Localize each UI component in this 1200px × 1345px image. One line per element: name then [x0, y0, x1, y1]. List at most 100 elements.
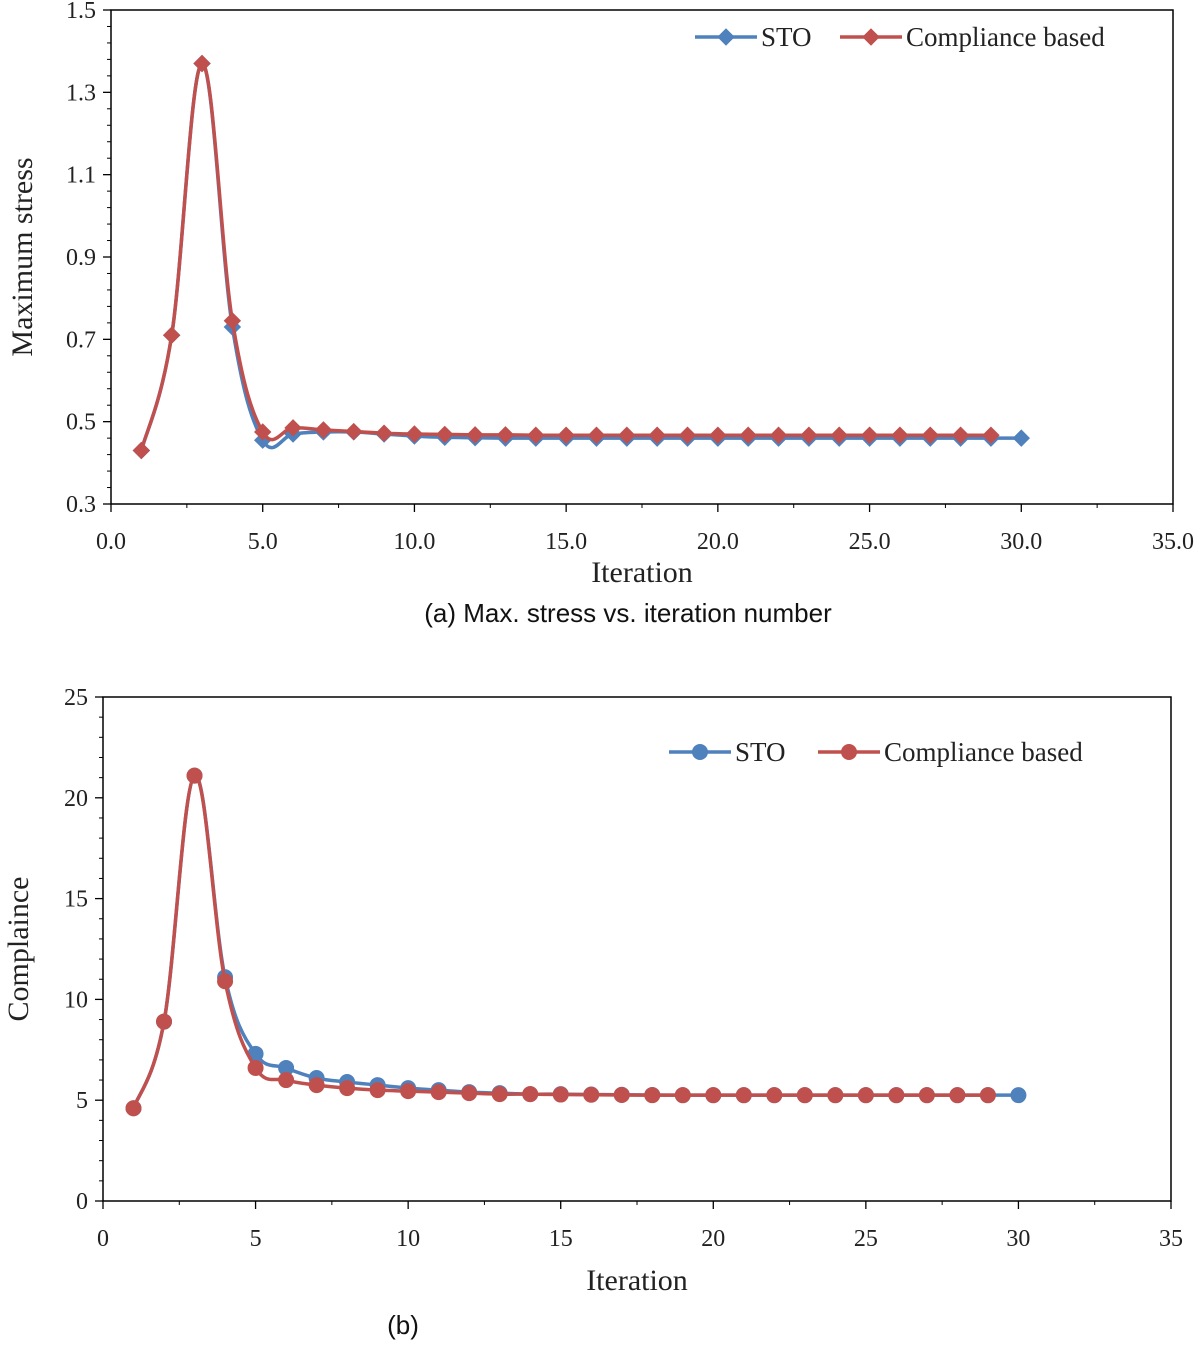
- x-tick-label: 10: [396, 1226, 420, 1252]
- data-point: [618, 426, 636, 444]
- y-tick-label: 5: [76, 1088, 88, 1114]
- y-tick-label: 0.5: [66, 410, 96, 436]
- y-axis-title: Complaince: [2, 877, 35, 1022]
- figure-caption: (b): [387, 1310, 419, 1340]
- data-point: [1010, 1087, 1027, 1104]
- data-point: [339, 1080, 356, 1097]
- x-tick-label: 35.0: [1152, 529, 1194, 555]
- legend: STO Compliance based: [669, 737, 1083, 767]
- y-tick-label: 1.1: [66, 163, 96, 189]
- x-tick-label: 15: [549, 1226, 573, 1252]
- x-tick-label: 5.0: [248, 529, 278, 555]
- figure-caption: (a) Max. stress vs. iteration number: [424, 598, 832, 628]
- series-line: [139, 61, 1024, 453]
- data-point: [193, 54, 211, 73]
- data-point: [766, 1087, 783, 1104]
- data-point: [1012, 429, 1030, 447]
- legend-marker: [862, 28, 880, 46]
- data-point: [405, 425, 424, 443]
- x-axis-title: Iteration: [591, 556, 693, 589]
- data-point: [284, 419, 302, 437]
- data-point: [949, 1087, 966, 1104]
- legend-label: STO: [761, 22, 812, 52]
- data-point: [223, 312, 242, 330]
- data-point: [522, 1086, 539, 1103]
- x-tick-label: 20.0: [697, 529, 739, 555]
- data-point: [254, 423, 272, 441]
- data-point: [735, 1087, 752, 1104]
- x-tick-label: 15.0: [545, 529, 587, 555]
- data-point: [557, 426, 575, 444]
- data-point: [247, 1059, 264, 1076]
- data-point: [891, 426, 909, 444]
- x-tick-label: 25.0: [849, 529, 891, 555]
- data-point: [979, 1087, 996, 1104]
- data-point: [644, 1087, 661, 1104]
- data-point: [308, 1077, 325, 1094]
- series-line: [139, 61, 993, 453]
- chart-max-stress: 0.3 0.5 0.7 0.9 1.1 1.3 1.5 0.0 5.0 10.0 15.0 20.0 2…: [6, 0, 1194, 628]
- y-tick-label: 0.7: [66, 327, 96, 353]
- data-point: [436, 425, 454, 444]
- data-point: [186, 767, 203, 784]
- plot-area-frame: [102, 696, 1172, 1202]
- x-tick-label: 0: [97, 1226, 109, 1252]
- data-point: [314, 421, 333, 439]
- series-compliance-based: [132, 54, 1000, 460]
- legend-marker: [692, 744, 708, 760]
- x-tick-label: 30: [1006, 1226, 1030, 1252]
- data-point: [613, 1086, 630, 1103]
- data-point: [918, 1087, 935, 1104]
- chart-compliance: 0 5 10 15 20 25 0 5 10 15 20 25 30 35 Iteration Complai…: [2, 685, 1183, 1340]
- data-point: [678, 426, 697, 444]
- data-point: [587, 426, 606, 444]
- x-tick-label: 30.0: [1000, 529, 1042, 555]
- data-point: [156, 1013, 173, 1030]
- data-point: [125, 1100, 142, 1117]
- data-point: [860, 426, 879, 444]
- x-tick-label: 35: [1159, 1226, 1183, 1252]
- x-tick-label: 0.0: [96, 529, 126, 555]
- data-point: [951, 426, 970, 444]
- data-point: [769, 426, 788, 444]
- x-tick-label: 25: [854, 1226, 878, 1252]
- legend-label: Compliance based: [884, 737, 1083, 767]
- legend-marker: [841, 744, 857, 760]
- y-tick-label: 0: [76, 1189, 88, 1215]
- series-compliance-based: [125, 767, 996, 1117]
- y-tick-label: 25: [64, 685, 88, 711]
- data-point: [345, 422, 363, 441]
- data-point: [430, 1084, 447, 1101]
- y-tick-label: 0.9: [66, 245, 96, 271]
- plot-area-frame: [110, 9, 1174, 505]
- data-point: [466, 426, 484, 444]
- y-tick-label: 20: [64, 786, 88, 812]
- data-point: [491, 1086, 508, 1103]
- y-tick-label: 1.5: [66, 0, 96, 24]
- data-point: [648, 426, 666, 444]
- y-tick-label: 15: [64, 887, 88, 913]
- legend-label: STO: [735, 737, 786, 767]
- x-axis-title: Iteration: [586, 1264, 688, 1297]
- data-point: [705, 1087, 722, 1104]
- data-point: [709, 426, 727, 444]
- data-point: [217, 973, 234, 990]
- data-point: [796, 1087, 813, 1104]
- data-point: [921, 426, 939, 444]
- x-tick-label: 20: [701, 1226, 725, 1252]
- data-point: [496, 426, 515, 444]
- y-tick-label: 0.3: [66, 492, 96, 518]
- data-point: [982, 426, 1000, 444]
- legend-label: Compliance based: [906, 22, 1105, 52]
- x-tick-label: 5: [250, 1226, 262, 1252]
- data-point: [375, 424, 393, 442]
- series-sto: [132, 54, 1030, 460]
- legend: STO Compliance based: [695, 22, 1105, 52]
- data-point: [132, 441, 151, 460]
- data-point: [800, 426, 818, 444]
- legend-marker: [717, 28, 735, 46]
- data-point: [827, 1087, 844, 1104]
- data-point: [583, 1086, 600, 1103]
- y-axis-title: Maximum stress: [6, 157, 39, 356]
